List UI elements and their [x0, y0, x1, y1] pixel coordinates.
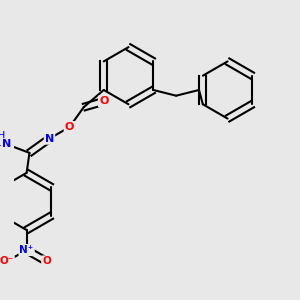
- Text: N: N: [45, 134, 54, 144]
- Text: H: H: [0, 131, 5, 141]
- Text: N⁺: N⁺: [20, 245, 34, 255]
- Text: O: O: [65, 122, 74, 132]
- Text: N: N: [2, 139, 11, 149]
- Text: H: H: [0, 142, 5, 152]
- Text: O: O: [42, 256, 51, 266]
- Text: O: O: [99, 96, 109, 106]
- Text: O⁻: O⁻: [0, 256, 14, 266]
